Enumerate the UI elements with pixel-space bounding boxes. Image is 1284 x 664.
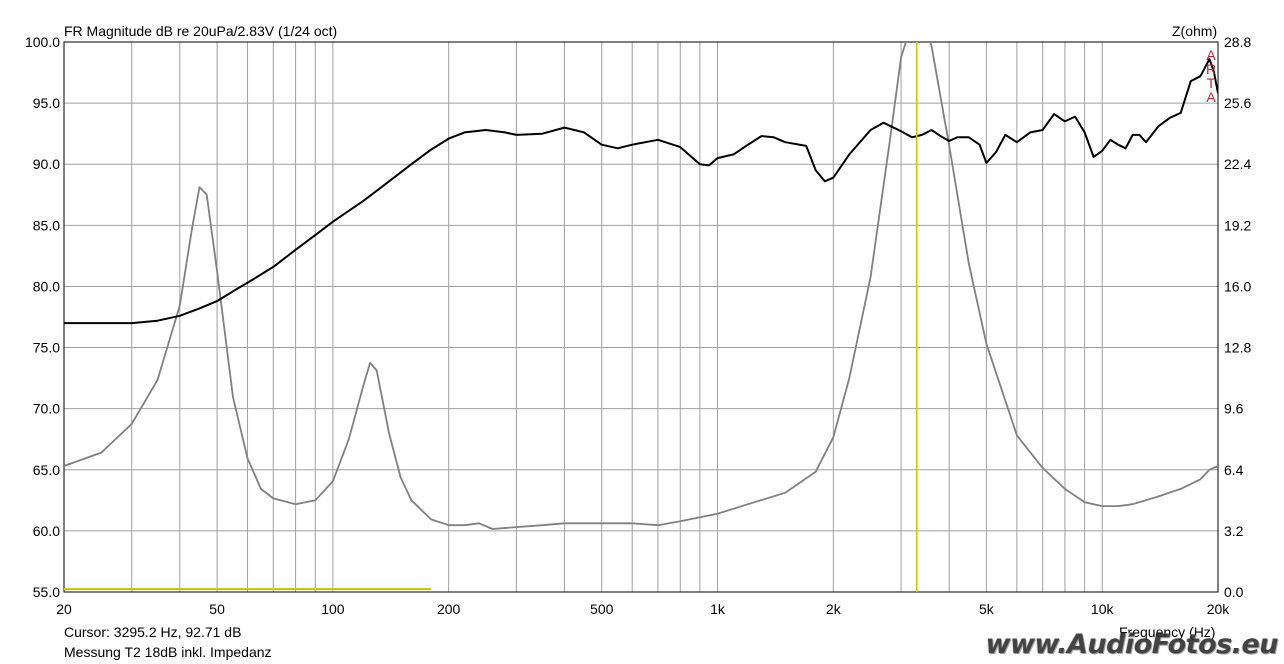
arta-letter: A [1206, 47, 1216, 63]
y2-tick-label: 6.4 [1224, 462, 1244, 478]
arta-letter: A [1206, 89, 1216, 105]
y2-tick-label: 25.6 [1224, 95, 1251, 111]
y-tick-label: 55.0 [33, 584, 60, 600]
measurement-name: Messung T2 18dB inkl. Impedanz [64, 644, 272, 660]
arta-letter: T [1206, 75, 1216, 91]
y2-tick-label: 0.0 [1224, 584, 1244, 600]
y-tick-label: 65.0 [33, 462, 60, 478]
arta-logo: A R T A [1204, 48, 1218, 104]
x-tick-label: 2k [826, 601, 842, 617]
y-tick-label: 95.0 [33, 95, 60, 111]
x-tick-label: 500 [590, 601, 614, 617]
y2-tick-label: 9.6 [1224, 401, 1244, 417]
y-tick-label: 85.0 [33, 217, 60, 233]
y2-tick-label: 12.8 [1224, 340, 1251, 356]
y-tick-label: 70.0 [33, 401, 60, 417]
plot-frame [63, 41, 1219, 593]
arta-letter: R [1205, 61, 1217, 77]
y2-tick-label: 19.2 [1224, 217, 1251, 233]
cursor-readout: Cursor: 3295.2 Hz, 92.71 dB [64, 624, 242, 640]
x-tick-label: 5k [979, 601, 995, 617]
y-tick-label: 90.0 [33, 156, 60, 172]
impedance-series-line [64, 42, 1218, 530]
x-tick-label: 10k [1091, 601, 1115, 617]
y2-tick-label: 16.0 [1224, 278, 1251, 294]
y-tick-label: 100.0 [25, 34, 60, 50]
fr-series-line [64, 58, 1218, 325]
x-tick-label: 100 [321, 601, 345, 617]
y2-tick-label: 22.4 [1224, 156, 1251, 172]
y2-tick-label: 28.8 [1224, 34, 1251, 50]
x-tick-label: 1k [710, 601, 726, 617]
x-tick-label: 20k [1207, 601, 1231, 617]
x-tick-label: 50 [209, 601, 225, 617]
x-tick-label: 200 [437, 601, 461, 617]
y-tick-label: 80.0 [33, 278, 60, 294]
chart-title: FR Magnitude dB re 20uPa/2.83V (1/24 oct… [64, 23, 338, 39]
y-tick-label: 60.0 [33, 523, 60, 539]
y-tick-label: 75.0 [33, 340, 60, 356]
x-tick-label: 20 [56, 601, 72, 617]
right-axis-title: Z(ohm) [1172, 23, 1218, 39]
watermark: www.AudioFotos.eu [985, 629, 1279, 660]
plot-area [64, 42, 1218, 530]
x-axis-title: Frequency (Hz) [1119, 624, 1216, 640]
y2-tick-label: 3.2 [1224, 523, 1244, 539]
